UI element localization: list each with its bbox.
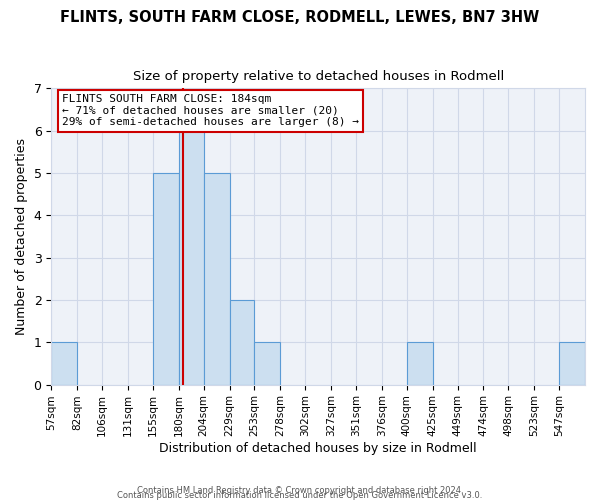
Bar	[407, 342, 433, 384]
X-axis label: Distribution of detached houses by size in Rodmell: Distribution of detached houses by size …	[160, 442, 477, 455]
Bar	[559, 342, 585, 384]
Bar	[230, 300, 254, 384]
Bar	[254, 342, 280, 384]
Bar	[51, 342, 77, 384]
Title: Size of property relative to detached houses in Rodmell: Size of property relative to detached ho…	[133, 70, 504, 83]
Text: FLINTS, SOUTH FARM CLOSE, RODMELL, LEWES, BN7 3HW: FLINTS, SOUTH FARM CLOSE, RODMELL, LEWES…	[61, 10, 539, 25]
Bar	[203, 173, 230, 384]
Bar	[153, 173, 179, 384]
Bar	[179, 130, 203, 384]
Y-axis label: Number of detached properties: Number of detached properties	[15, 138, 28, 335]
Text: Contains HM Land Registry data © Crown copyright and database right 2024.: Contains HM Land Registry data © Crown c…	[137, 486, 463, 495]
Text: Contains public sector information licensed under the Open Government Licence v3: Contains public sector information licen…	[118, 491, 482, 500]
Text: FLINTS SOUTH FARM CLOSE: 184sqm
← 71% of detached houses are smaller (20)
29% of: FLINTS SOUTH FARM CLOSE: 184sqm ← 71% of…	[62, 94, 359, 128]
